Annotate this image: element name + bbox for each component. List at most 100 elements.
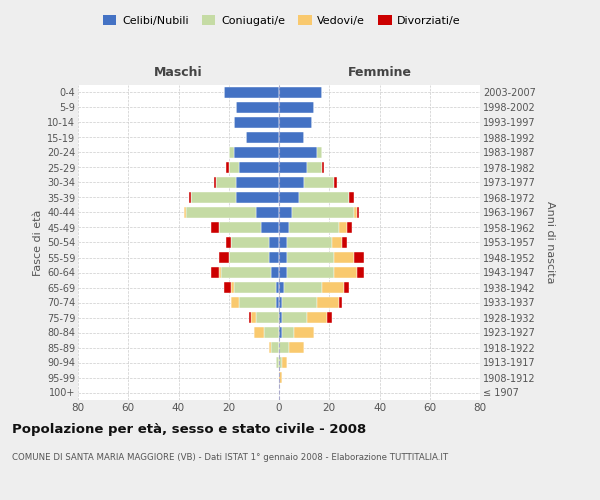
Bar [226, 162, 229, 173]
Bar [277, 282, 279, 294]
Bar [279, 102, 314, 114]
Bar [342, 236, 347, 248]
Bar [219, 266, 221, 278]
Bar [186, 206, 256, 218]
Bar [231, 296, 239, 308]
Bar [281, 326, 294, 338]
Bar [279, 326, 281, 338]
Bar [281, 296, 317, 308]
Y-axis label: Fasce di età: Fasce di età [32, 210, 43, 276]
Bar [287, 236, 332, 248]
Bar [347, 222, 352, 234]
Bar [279, 356, 281, 368]
Bar [304, 176, 334, 188]
Bar [224, 86, 279, 99]
Bar [307, 312, 327, 324]
Bar [219, 222, 262, 234]
Text: Femmine: Femmine [347, 66, 412, 78]
Bar [289, 222, 340, 234]
Bar [279, 162, 307, 173]
Text: Popolazione per età, sesso e stato civile - 2008: Popolazione per età, sesso e stato civil… [12, 422, 366, 436]
Bar [229, 146, 234, 158]
Bar [334, 266, 357, 278]
Bar [262, 222, 279, 234]
Bar [256, 312, 279, 324]
Bar [229, 252, 269, 264]
Bar [214, 176, 216, 188]
Bar [247, 132, 279, 143]
Bar [292, 206, 355, 218]
Text: Maschi: Maschi [154, 66, 203, 78]
Bar [271, 266, 279, 278]
Bar [279, 252, 287, 264]
Bar [279, 146, 317, 158]
Bar [277, 296, 279, 308]
Bar [287, 266, 334, 278]
Bar [340, 222, 347, 234]
Bar [236, 176, 279, 188]
Bar [349, 192, 355, 203]
Bar [322, 162, 324, 173]
Bar [344, 282, 349, 294]
Text: COMUNE DI SANTA MARIA MAGGIORE (VB) - Dati ISTAT 1° gennaio 2008 - Elaborazione : COMUNE DI SANTA MARIA MAGGIORE (VB) - Da… [12, 452, 448, 462]
Bar [231, 236, 269, 248]
Bar [231, 282, 234, 294]
Bar [334, 176, 337, 188]
Bar [281, 356, 287, 368]
Legend: Celibi/Nubili, Coniugati/e, Vedovi/e, Divorziati/e: Celibi/Nubili, Coniugati/e, Vedovi/e, Di… [99, 10, 465, 30]
Bar [279, 192, 299, 203]
Bar [269, 342, 271, 353]
Bar [239, 162, 279, 173]
Bar [294, 326, 314, 338]
Bar [327, 312, 332, 324]
Y-axis label: Anni di nascita: Anni di nascita [545, 201, 555, 284]
Bar [287, 252, 334, 264]
Bar [229, 162, 239, 173]
Bar [340, 296, 342, 308]
Bar [191, 192, 236, 203]
Bar [289, 342, 304, 353]
Bar [221, 266, 271, 278]
Bar [234, 116, 279, 128]
Bar [279, 206, 292, 218]
Bar [279, 312, 281, 324]
Bar [234, 146, 279, 158]
Bar [249, 312, 251, 324]
Bar [216, 176, 236, 188]
Bar [284, 282, 322, 294]
Bar [234, 282, 277, 294]
Bar [277, 356, 279, 368]
Bar [279, 342, 289, 353]
Bar [256, 206, 279, 218]
Bar [279, 266, 287, 278]
Bar [279, 176, 304, 188]
Bar [279, 372, 281, 384]
Bar [279, 86, 322, 99]
Bar [236, 192, 279, 203]
Bar [271, 342, 279, 353]
Bar [279, 222, 289, 234]
Bar [332, 236, 342, 248]
Bar [281, 312, 307, 324]
Bar [239, 296, 277, 308]
Bar [224, 282, 231, 294]
Bar [211, 266, 218, 278]
Bar [236, 102, 279, 114]
Bar [307, 162, 322, 173]
Bar [322, 282, 344, 294]
Bar [334, 252, 355, 264]
Bar [279, 296, 281, 308]
Bar [251, 312, 256, 324]
Bar [317, 296, 340, 308]
Bar [269, 252, 279, 264]
Bar [254, 326, 264, 338]
Bar [317, 146, 322, 158]
Bar [279, 132, 304, 143]
Bar [279, 236, 287, 248]
Bar [279, 116, 311, 128]
Bar [184, 206, 186, 218]
Bar [218, 252, 229, 264]
Bar [264, 326, 279, 338]
Bar [357, 266, 364, 278]
Bar [299, 192, 349, 203]
